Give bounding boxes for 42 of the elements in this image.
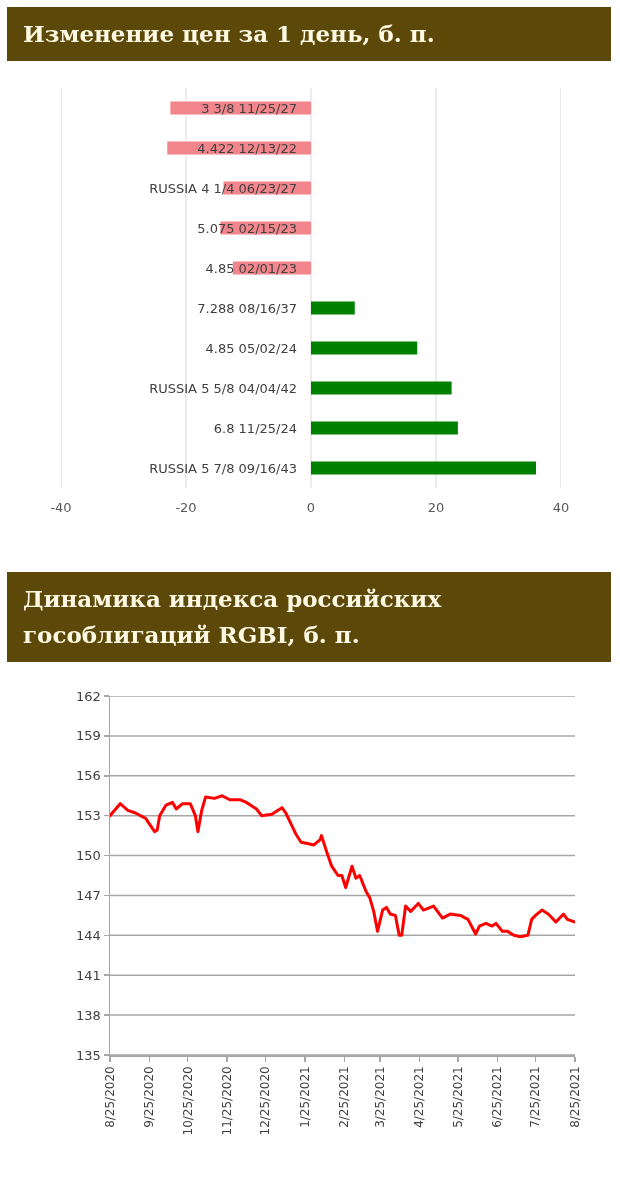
x-tick-label: 5/25/2021: [450, 1066, 465, 1128]
y-tick-label: 156: [76, 768, 101, 784]
y-tick-label: 135: [76, 1047, 101, 1063]
x-tick-label: 3/25/2021: [372, 1066, 387, 1128]
y-tick-label: 7.288 08/16/37: [197, 300, 297, 316]
x-tick-label: 1/25/2021: [297, 1066, 312, 1128]
x-tick-label: 0: [306, 500, 316, 515]
y-tick-label: 144: [76, 927, 101, 943]
chart-title: Изменение цен за 1 день, б. п.: [7, 7, 611, 61]
x-tick-label: 4/25/2021: [412, 1066, 427, 1128]
bar: [311, 461, 536, 475]
x-tick-label: 11/25/2020: [220, 1066, 235, 1136]
y-tick-label: 162: [76, 688, 101, 704]
x-tick-label: -40: [50, 500, 72, 515]
y-tick-label: 4.422 12/13/22: [197, 140, 297, 156]
x-tick-label: 8/25/2020: [102, 1066, 117, 1128]
x-tick-label: -20: [175, 500, 197, 515]
x-tick-label: 20: [427, 500, 445, 515]
y-tick-label: 159: [76, 728, 101, 744]
y-tick-label: 150: [76, 848, 101, 864]
y-tick-label: 141: [76, 967, 101, 983]
x-tick-label: 10/25/2020: [180, 1066, 195, 1136]
y-tick-label: 3 3/8 11/25/27: [201, 100, 297, 116]
x-tick-label: 6/25/2021: [490, 1066, 505, 1128]
y-tick-label: 147: [76, 887, 101, 903]
chart-title: Динамика индекса российских гособлигаций RGBI, б. п.: [7, 572, 611, 662]
bar: [311, 421, 458, 435]
x-tick-label: 7/25/2021: [528, 1066, 543, 1128]
y-tick-label: 4.85 05/02/24: [205, 340, 297, 356]
y-tick-label: RUSSIA 5 5/8 04/04/42: [149, 380, 297, 396]
bar: [311, 301, 355, 315]
x-tick-label: 12/25/2020: [258, 1066, 273, 1136]
bar: [311, 381, 452, 395]
y-tick-label: 6.8 11/25/24: [213, 420, 297, 436]
y-tick-label: 153: [76, 808, 101, 824]
x-tick-label: 9/25/2020: [142, 1066, 157, 1128]
bar: [311, 341, 418, 355]
x-tick-label: 8/25/2021: [567, 1066, 582, 1128]
y-tick-label: 138: [76, 1007, 101, 1023]
x-tick-label: 40: [552, 500, 570, 515]
x-tick-label: 2/25/2021: [337, 1066, 352, 1128]
y-tick-label: RUSSIA 5 7/8 09/16/43: [149, 460, 297, 476]
